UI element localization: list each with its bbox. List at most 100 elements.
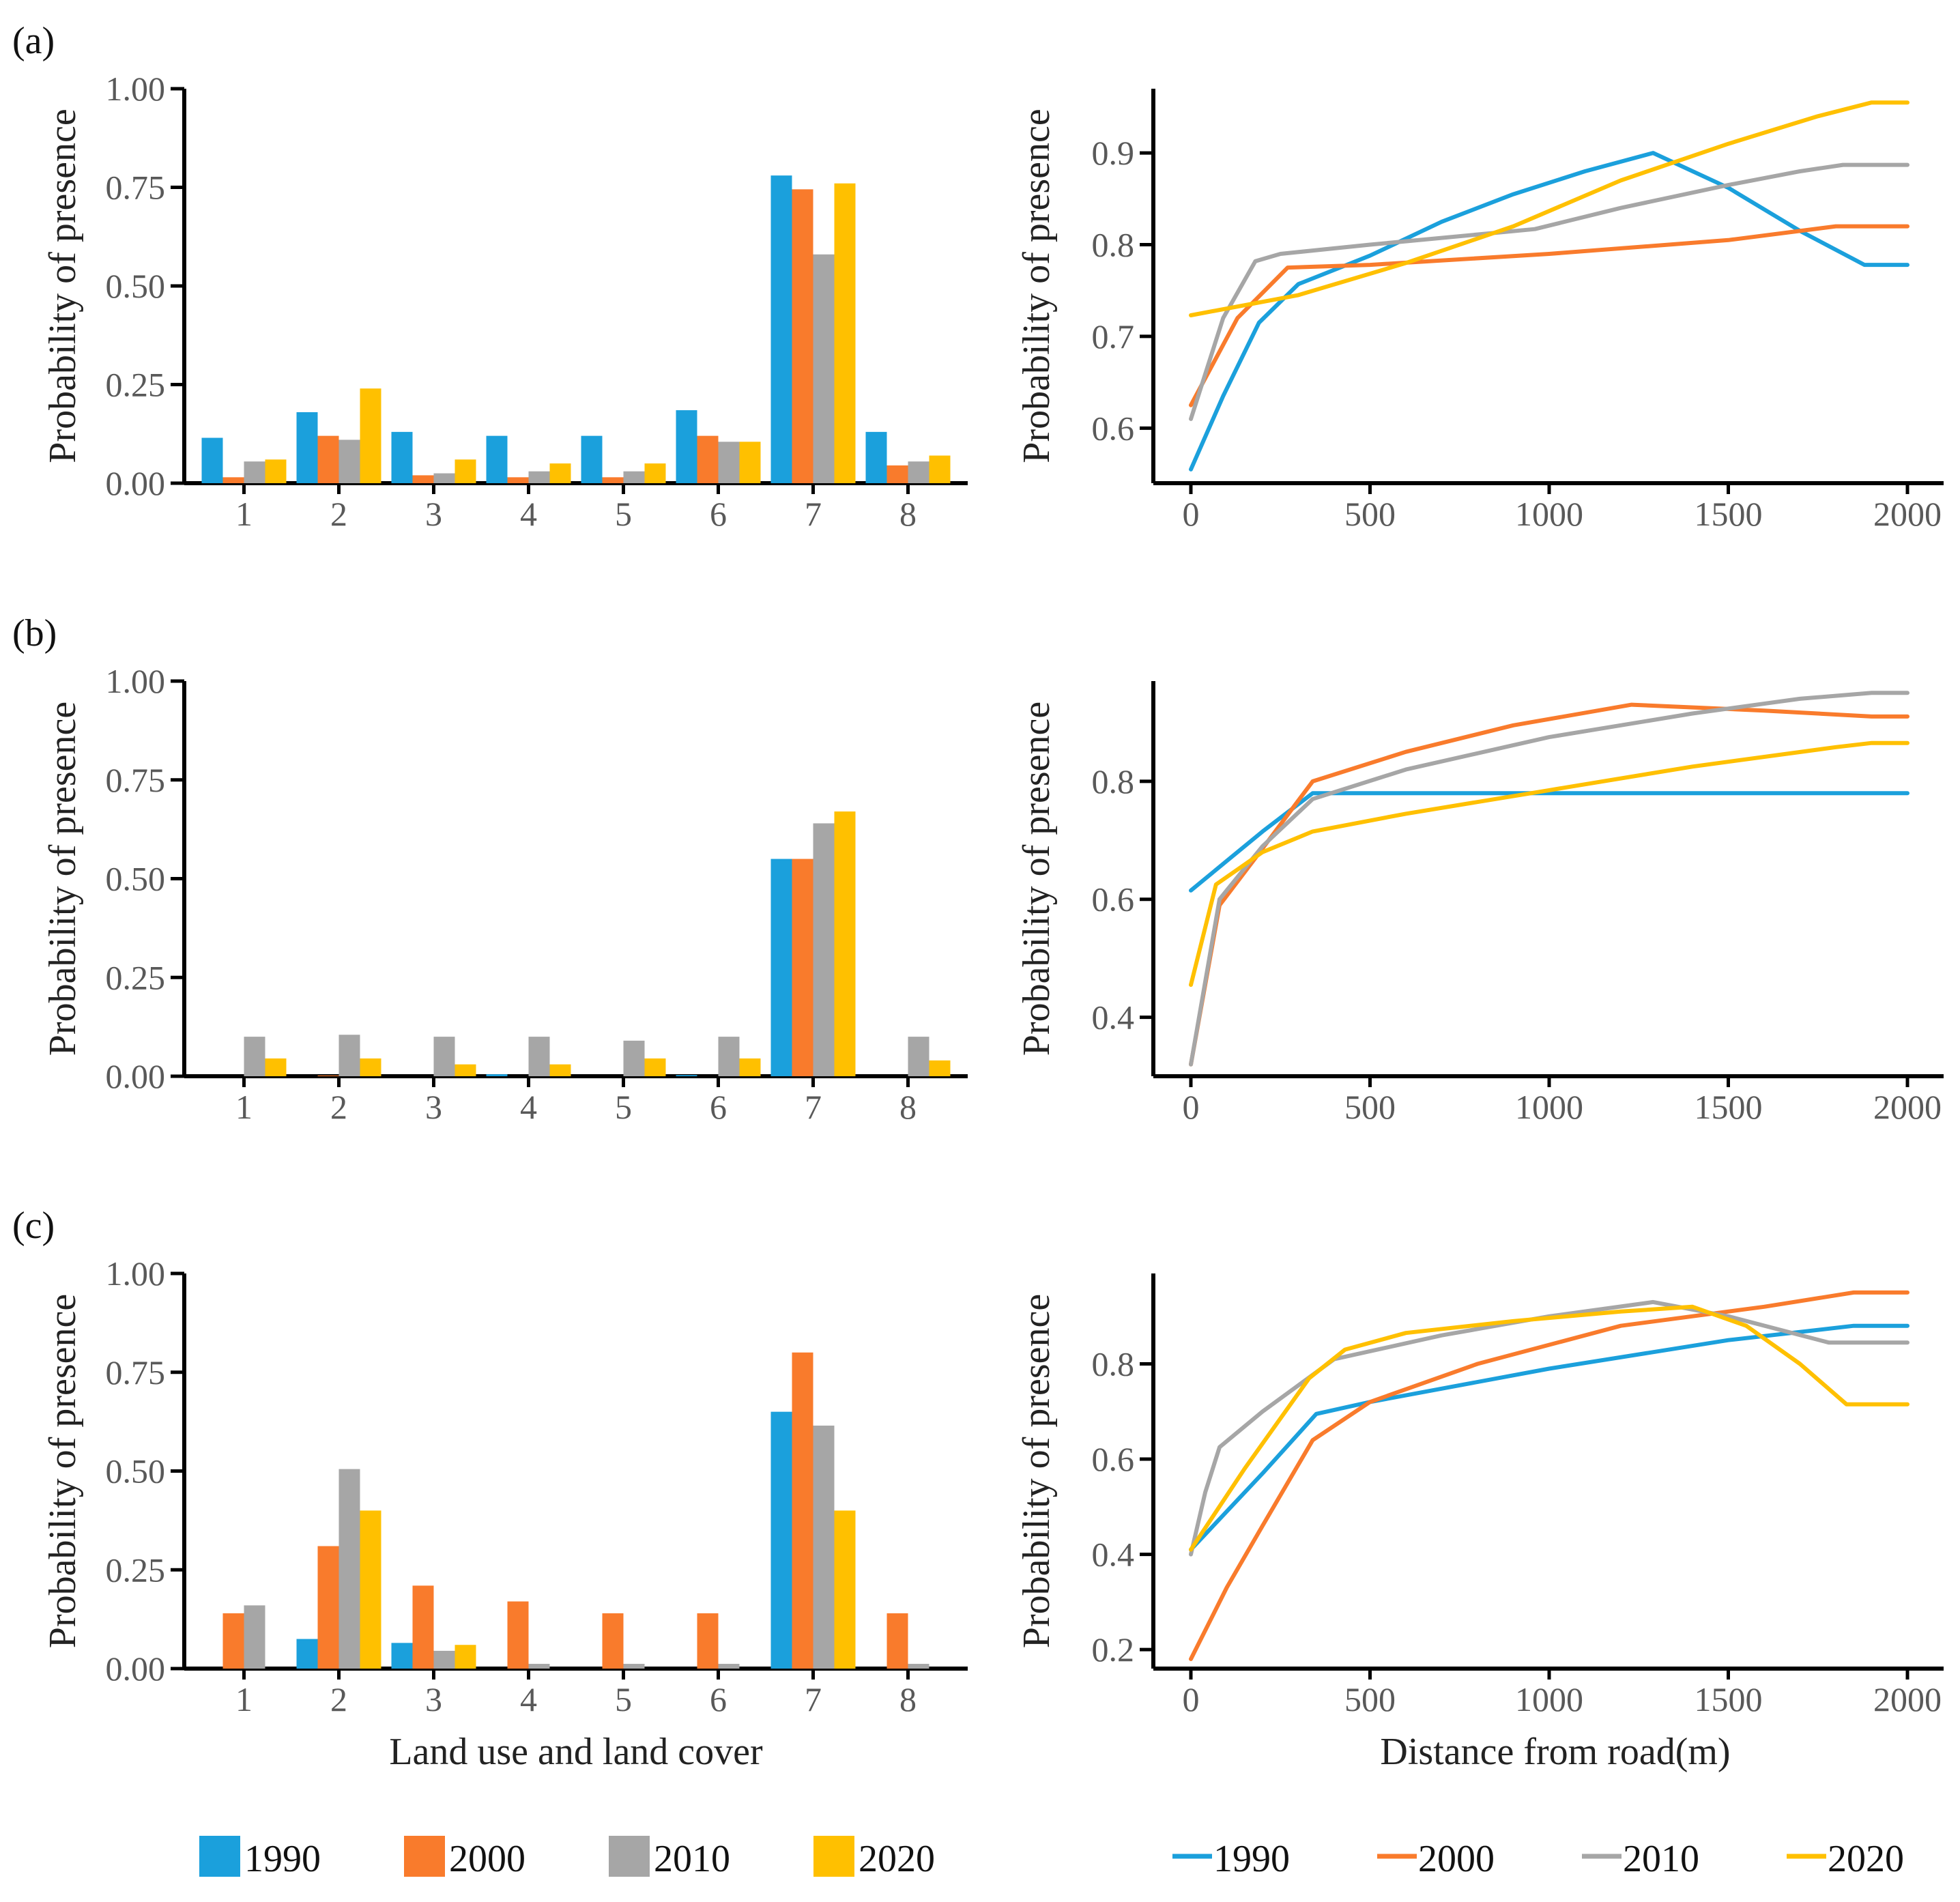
bar-2010-cat-1 xyxy=(244,1037,265,1076)
bar-2010-cat-4 xyxy=(528,471,550,483)
bar-1990-cat-1 xyxy=(201,437,223,483)
panel-label: (a) xyxy=(12,20,55,62)
bar-chart-4: 0.00 0.25 0.50 0.75 1.00 Probability of prese… xyxy=(42,1254,968,1773)
line-series-2020 xyxy=(1189,100,1909,317)
bar-1990-cat-2 xyxy=(296,1639,318,1669)
x-tick-label: 0 xyxy=(1183,495,1200,533)
bar-2000-cat-6 xyxy=(697,435,719,483)
line-chart-5: 0.2 0.4 0.6 0.8 0 500 1000 1500 2000 Probability … xyxy=(1015,1273,1944,1773)
bar-2000-cat-1 xyxy=(222,1613,244,1669)
bar-2020-cat-6 xyxy=(739,442,761,483)
bar-2000-cat-8 xyxy=(887,1613,908,1669)
bar-1990-cat-7 xyxy=(770,175,792,483)
x-tick-label: 4 xyxy=(520,495,537,533)
y-tick-label: 0.75 xyxy=(106,1353,166,1392)
y-tick-label: 1.00 xyxy=(106,70,166,108)
bar-2020-cat-4 xyxy=(549,1064,571,1076)
bar-1990-cat-6 xyxy=(676,1075,697,1076)
bar-2010-cat-2 xyxy=(338,1035,360,1076)
bar-2010-cat-7 xyxy=(813,823,835,1076)
bar-2020-cat-8 xyxy=(929,455,951,483)
x-tick-label: 8 xyxy=(899,1680,917,1718)
y-axis-title: Probability of presence xyxy=(42,109,84,463)
line-chart-1: 0.6 0.7 0.8 0.9 0 500 1000 1500 2000 Probability … xyxy=(1015,89,1944,533)
bar-2010-cat-4 xyxy=(528,1037,550,1076)
bar-2020-cat-4 xyxy=(549,463,571,483)
x-tick-label: 3 xyxy=(425,495,442,533)
x-tick-label: 1000 xyxy=(1515,495,1583,533)
x-tick-label: 1000 xyxy=(1515,1680,1583,1718)
bar-2000-cat-2 xyxy=(317,435,339,483)
bar-1990-cat-5 xyxy=(581,435,603,483)
legend-label-2020: 2020 xyxy=(1828,1838,1904,1880)
y-tick-label: 0.50 xyxy=(106,1452,166,1490)
legend-label-2000: 2000 xyxy=(449,1838,525,1880)
y-tick-label: 0.75 xyxy=(106,169,166,207)
bar-2020-cat-5 xyxy=(644,1058,666,1076)
bar-2010-cat-4 xyxy=(528,1664,550,1669)
bar-2010-cat-7 xyxy=(813,1425,835,1669)
legend-label-1990: 1990 xyxy=(244,1838,321,1880)
bar-1990-cat-3 xyxy=(391,1643,413,1669)
bar-2000-cat-5 xyxy=(602,1613,624,1669)
y-tick-label: 0.4 xyxy=(1092,1536,1135,1574)
bar-chart-0: 0.00 0.25 0.50 0.75 1.00 Probability of prese… xyxy=(42,70,968,533)
x-tick-label: 1000 xyxy=(1515,1088,1583,1126)
bar-2000-cat-4 xyxy=(507,1601,529,1669)
y-tick-label: 0.25 xyxy=(106,1551,166,1589)
x-tick-label: 7 xyxy=(805,1680,822,1718)
x-tick-label: 4 xyxy=(520,1088,537,1126)
y-tick-label: 0.00 xyxy=(106,464,166,502)
legend-line-item-2000: 2000 xyxy=(1377,1838,1495,1880)
line-series-1990 xyxy=(1189,791,1909,893)
y-tick-label: 1.00 xyxy=(106,662,166,700)
y-axis-title: Probability of presence xyxy=(1015,1294,1058,1648)
bar-2020-cat-2 xyxy=(360,1510,381,1669)
x-tick-label: 5 xyxy=(615,1680,632,1718)
line-series-2010 xyxy=(1189,162,1909,421)
y-axis-title: Probability of presence xyxy=(42,702,84,1056)
line-series-2020 xyxy=(1189,740,1909,988)
x-tick-label: 2 xyxy=(330,1088,347,1126)
y-tick-label: 0.25 xyxy=(106,366,166,404)
y-axis-title: Probability of presence xyxy=(42,1294,84,1648)
bar-2000-cat-7 xyxy=(792,1352,813,1669)
legend-bar-item-2020: 2020 xyxy=(813,1836,935,1880)
x-tick-label: 500 xyxy=(1344,1680,1396,1718)
y-tick-label: 0.9 xyxy=(1092,134,1135,172)
bar-1990-cat-6 xyxy=(676,410,697,483)
y-tick-label: 0.25 xyxy=(106,958,166,996)
x-axis-title: Distance from road(m) xyxy=(1380,1731,1730,1773)
bar-2000-cat-3 xyxy=(412,475,434,483)
panel-label: (c) xyxy=(12,1205,55,1247)
bar-2010-cat-5 xyxy=(623,1664,645,1669)
x-tick-label: 2000 xyxy=(1873,1088,1942,1126)
x-tick-label: 8 xyxy=(899,495,917,533)
legend-label-2010: 2010 xyxy=(654,1838,730,1880)
bar-2010-cat-8 xyxy=(908,1664,929,1669)
bar-2010-cat-3 xyxy=(433,1650,455,1669)
x-tick-label: 0 xyxy=(1183,1088,1200,1126)
line-series-2010 xyxy=(1189,691,1909,1067)
legend-swatch-2000 xyxy=(404,1836,445,1877)
bar-1990-cat-4 xyxy=(486,1074,508,1076)
x-tick-label: 5 xyxy=(615,495,632,533)
line-series-2010 xyxy=(1189,1299,1909,1557)
bar-2020-cat-6 xyxy=(739,1058,761,1076)
x-tick-label: 2 xyxy=(330,1680,347,1718)
bar-2020-cat-3 xyxy=(455,459,476,483)
x-tick-label: 500 xyxy=(1344,495,1396,533)
y-tick-label: 1.00 xyxy=(106,1254,166,1293)
x-tick-label: 6 xyxy=(710,495,727,533)
x-tick-label: 1500 xyxy=(1695,495,1763,533)
legend-label-2020: 2020 xyxy=(859,1838,935,1880)
x-tick-label: 3 xyxy=(425,1680,442,1718)
y-tick-label: 0.00 xyxy=(106,1649,166,1688)
y-tick-label: 0.6 xyxy=(1092,409,1135,447)
bar-2020-cat-5 xyxy=(644,463,666,483)
y-tick-label: 0.6 xyxy=(1092,880,1135,919)
line-chart-3: 0.4 0.6 0.8 0 500 1000 1500 2000 Probability of … xyxy=(1015,681,1944,1126)
bar-2020-cat-1 xyxy=(265,459,287,483)
line-series-1990 xyxy=(1189,1323,1909,1552)
bar-2010-cat-5 xyxy=(623,1040,645,1076)
